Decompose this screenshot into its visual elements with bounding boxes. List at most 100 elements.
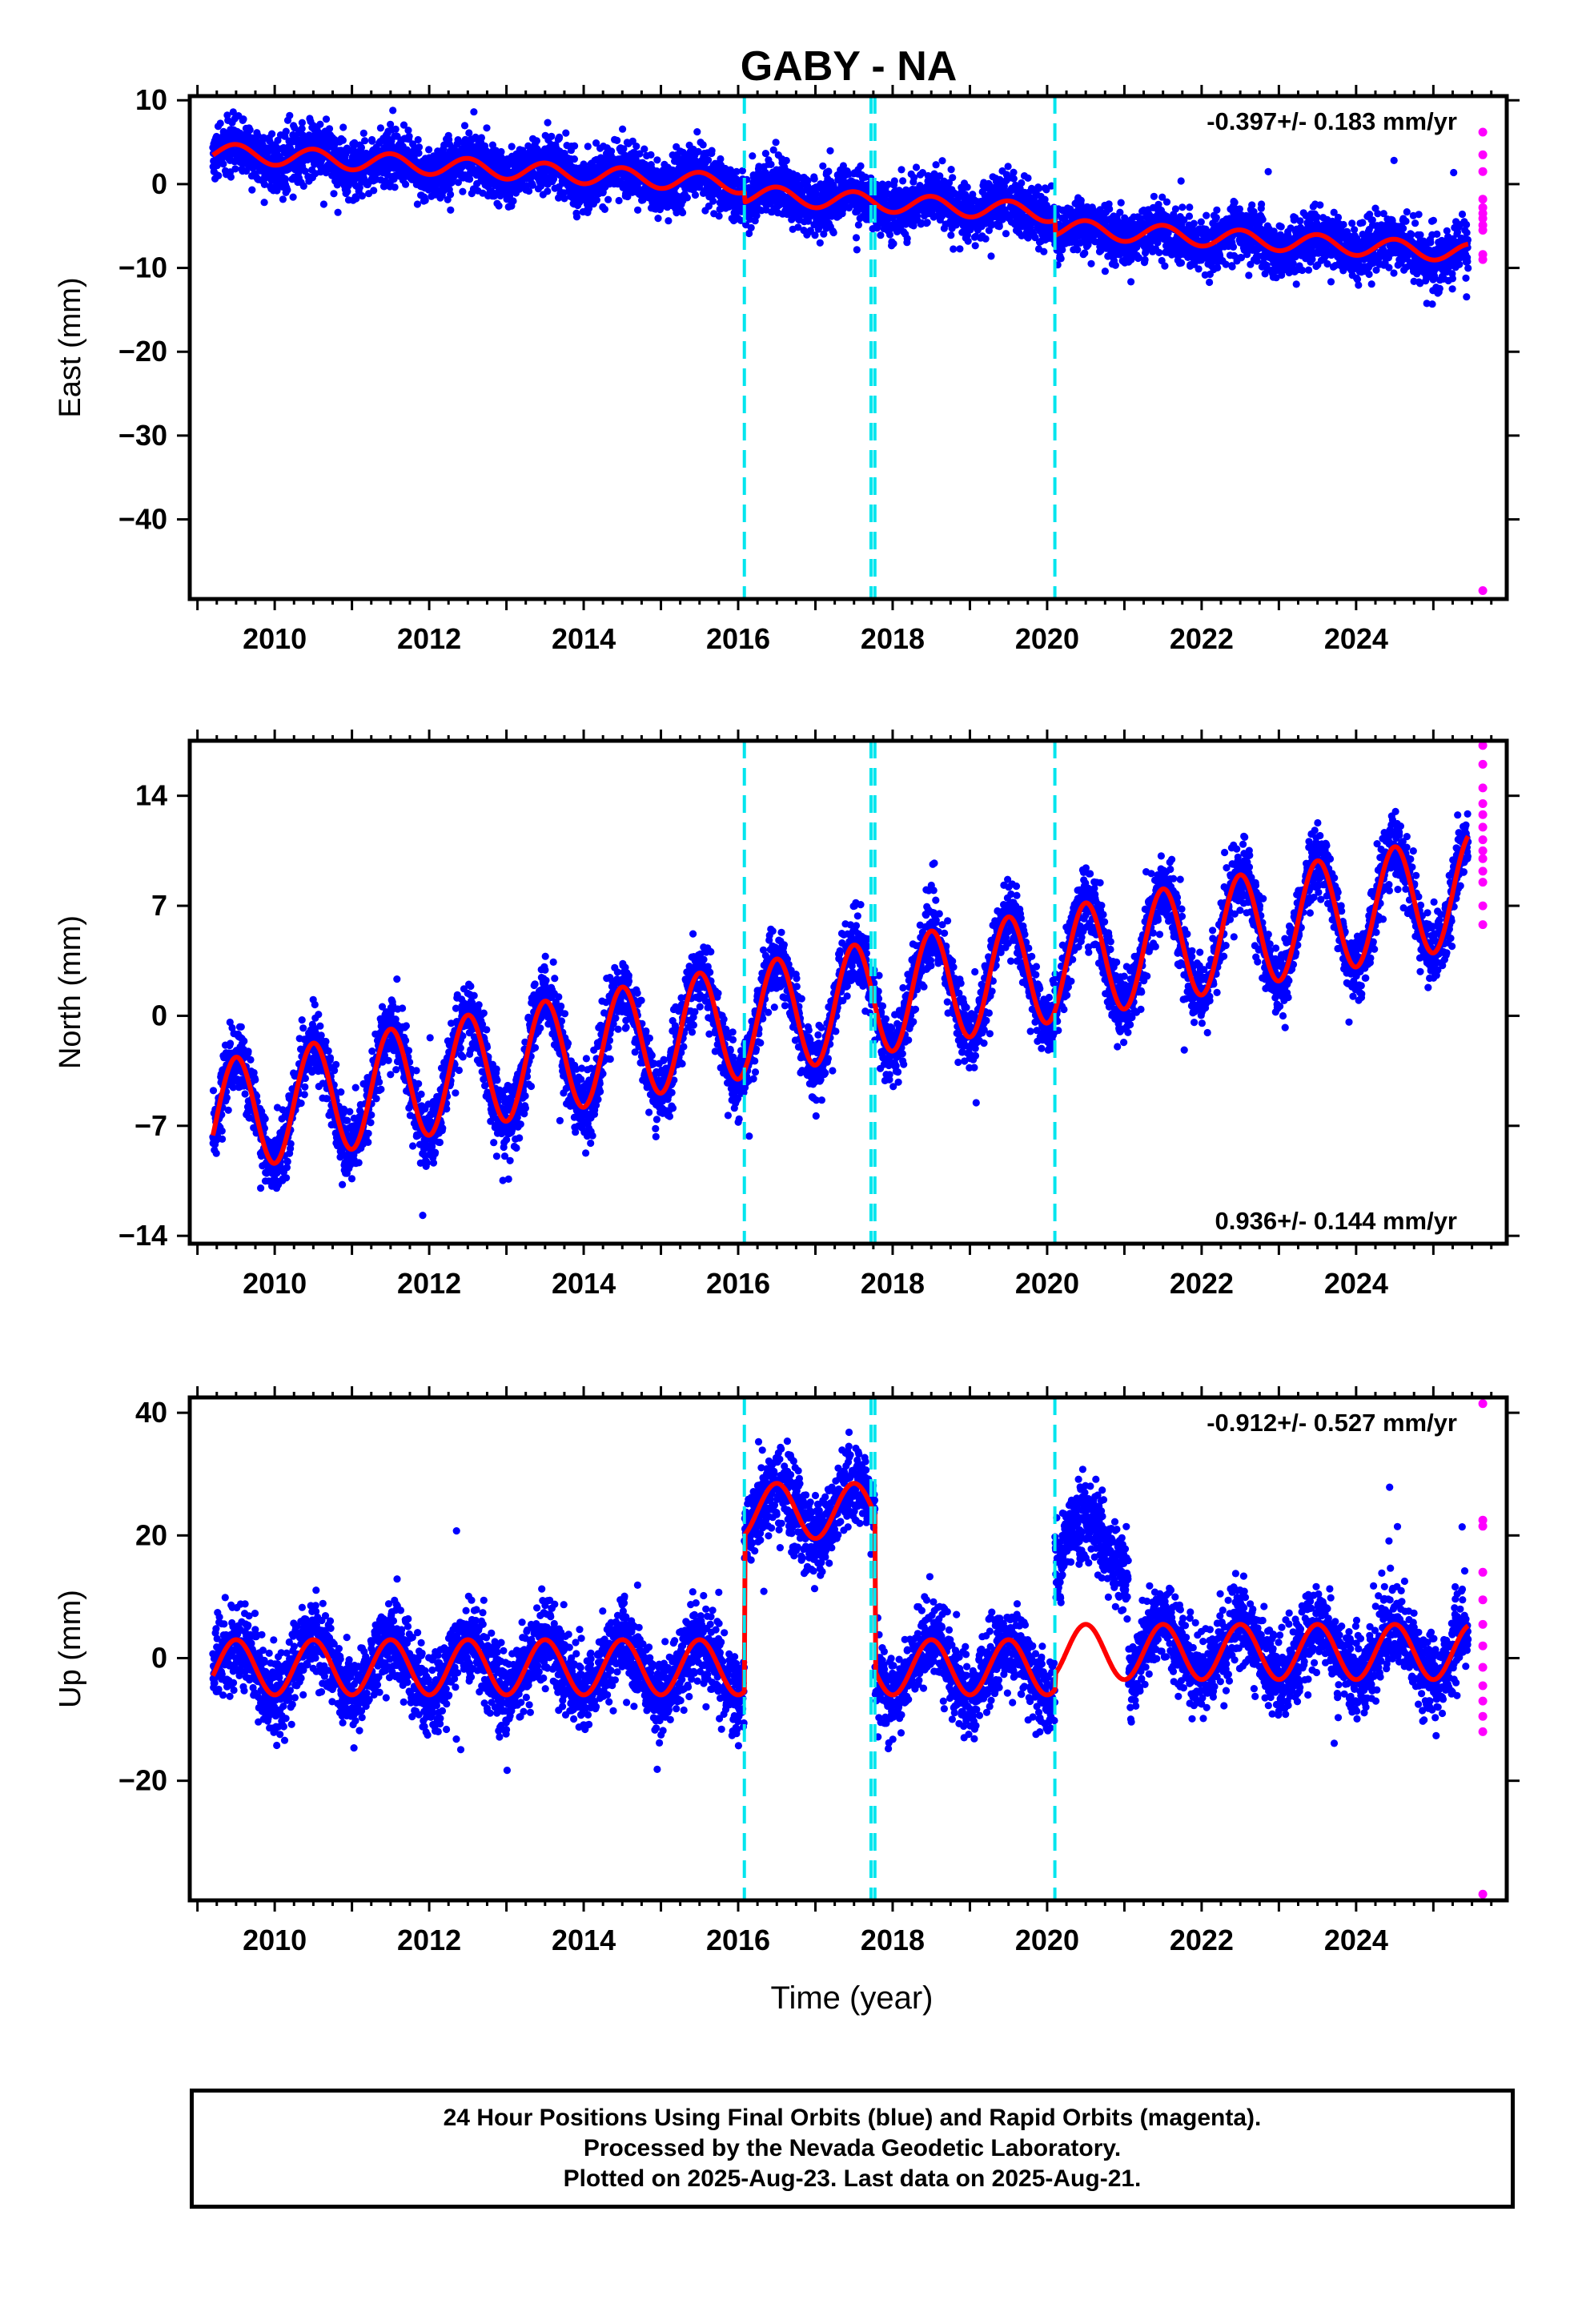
final-orbit-point [548, 132, 556, 140]
final-orbit-point [691, 191, 700, 199]
final-orbit-point [679, 208, 687, 217]
final-orbit-point [772, 139, 780, 147]
final-orbit-point [699, 141, 707, 149]
final-orbit-point [615, 196, 623, 205]
final-orbit-point [890, 177, 898, 185]
final-orbit-point [947, 166, 955, 174]
final-orbit-point [544, 187, 552, 195]
final-orbit-point [404, 127, 412, 135]
final-orbit-point [387, 120, 395, 128]
final-orbit-point [460, 122, 469, 130]
final-orbit-point [608, 147, 616, 155]
final-orbit-point [1264, 167, 1272, 175]
final-orbit-point [524, 142, 532, 150]
final-orbit-point [440, 141, 448, 149]
final-orbit-point [260, 199, 268, 207]
final-orbit-point [761, 150, 770, 158]
final-orbit-point [647, 151, 655, 159]
final-orbit-point [1155, 248, 1163, 256]
final-orbit-point [1190, 219, 1198, 227]
final-orbit-point [829, 228, 837, 237]
final-orbit-point [912, 163, 921, 171]
final-orbit-point [531, 64, 538, 71]
final-orbit-points [209, 64, 1472, 308]
final-orbit-point [324, 143, 332, 151]
final-orbit-point [215, 171, 223, 179]
final-orbit-point [715, 212, 723, 220]
final-orbit-point [342, 150, 350, 159]
final-orbit-point [454, 179, 463, 187]
final-orbit-point [316, 120, 324, 128]
final-orbit-point [477, 134, 486, 142]
final-orbit-point [330, 190, 338, 198]
final-orbit-point [562, 129, 570, 137]
final-orbit-point [532, 137, 541, 145]
final-orbit-point [1248, 201, 1256, 209]
final-orbit-point [932, 161, 940, 169]
final-orbit-point [415, 143, 424, 151]
final-orbit-point [572, 213, 581, 221]
final-orbit-point [368, 137, 376, 145]
final-orbit-point [640, 145, 648, 153]
final-orbit-point [246, 126, 254, 134]
final-orbit-point [1186, 203, 1194, 211]
final-orbit-point [219, 160, 227, 168]
final-orbit-point [415, 149, 423, 157]
final-orbit-point [544, 119, 552, 127]
final-orbit-point [370, 187, 378, 195]
final-orbit-point [956, 245, 964, 253]
final-orbit-point [1195, 265, 1203, 273]
final-orbit-point [402, 180, 410, 188]
final-orbit-point [738, 167, 747, 175]
final-orbit-point [358, 192, 366, 200]
final-orbit-point [298, 125, 306, 133]
final-orbit-point [509, 197, 517, 205]
final-orbit-point [1024, 174, 1032, 182]
final-orbit-point [357, 143, 365, 151]
final-orbit-point [355, 183, 363, 191]
final-orbit-point [549, 175, 558, 183]
final-orbit-point [352, 195, 360, 203]
final-orbit-point [1127, 278, 1135, 286]
final-orbit-point [1018, 179, 1026, 187]
final-orbit-point [693, 128, 701, 136]
final-orbit-point [889, 239, 897, 247]
final-orbit-point [665, 217, 673, 225]
final-orbit-point [283, 186, 291, 194]
final-orbit-point [1081, 249, 1089, 257]
final-orbit-point [248, 186, 256, 194]
final-orbit-point [1171, 205, 1179, 213]
final-orbit-point [854, 221, 862, 229]
final-orbit-point [359, 129, 367, 137]
final-orbit-point [1259, 215, 1267, 223]
final-orbit-point [1074, 246, 1082, 254]
final-orbit-point [982, 235, 990, 243]
final-orbit-point [466, 175, 474, 183]
final-orbit-point [1010, 175, 1018, 183]
final-orbit-point [810, 175, 818, 183]
final-orbit-point [1206, 278, 1214, 287]
final-orbit-point [857, 162, 865, 170]
final-orbit-point [389, 107, 397, 115]
final-orbit-point [839, 206, 847, 214]
final-orbit-point [268, 130, 276, 138]
final-orbit-point [259, 134, 267, 142]
final-orbit-point [1185, 212, 1194, 220]
final-orbit-point [414, 135, 422, 144]
final-orbit-point [525, 187, 533, 195]
final-orbit-point [299, 182, 307, 190]
final-orbit-point [281, 175, 289, 183]
final-orbit-point [216, 119, 224, 127]
final-orbit-point [767, 160, 775, 168]
final-orbit-point [495, 202, 503, 210]
final-orbit-point [1228, 263, 1236, 271]
final-orbit-point [619, 125, 627, 133]
final-orbit-point [1111, 261, 1119, 269]
final-orbit-point [1057, 255, 1065, 263]
final-orbit-point [899, 177, 907, 185]
final-orbit-point [1106, 205, 1114, 213]
final-orbit-point [391, 183, 399, 191]
final-orbit-point [1229, 243, 1238, 251]
final-orbit-point [1040, 247, 1048, 255]
final-orbit-point [1004, 163, 1012, 171]
